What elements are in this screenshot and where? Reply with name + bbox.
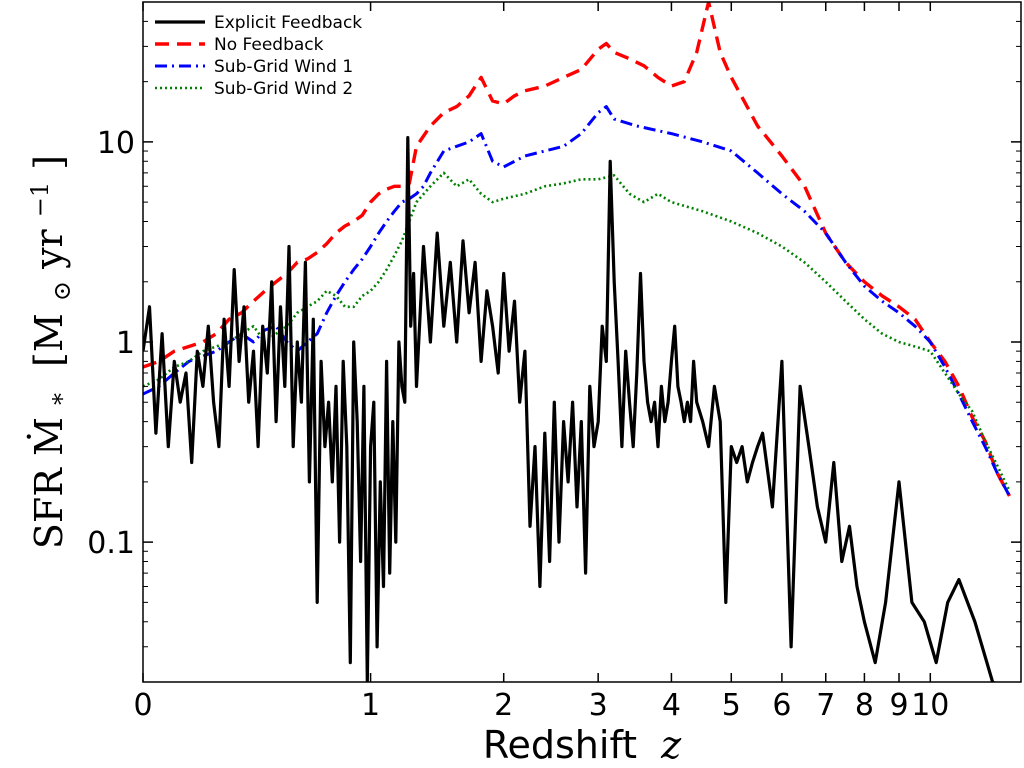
y-axis-title-sub: * xyxy=(48,393,76,405)
x-axis-title-text: Redshift xyxy=(483,723,637,767)
y-axis-title-units: [M xyxy=(27,313,71,367)
x-tick-label: 6 xyxy=(772,688,791,723)
x-axis-title-var: z xyxy=(660,723,682,767)
x-tick-label: 0 xyxy=(133,688,152,723)
x-tick-label: 3 xyxy=(589,688,608,723)
legend-label: Sub-Grid Wind 2 xyxy=(214,79,353,99)
series-layer xyxy=(143,2,1011,682)
x-tick-label: 8 xyxy=(855,688,874,723)
y-axis-title: SFR Ṁ * [M ⊙ yr −1 ] xyxy=(13,155,79,549)
x-tick-label: 5 xyxy=(722,688,741,723)
legend-label: Explicit Feedback xyxy=(214,13,362,33)
legend-label: No Feedback xyxy=(214,35,324,55)
series-line-sub-grid-wind-1 xyxy=(143,105,1011,497)
y-tick-label: 10 xyxy=(97,126,135,161)
x-axis-title: Redshift z xyxy=(483,723,682,767)
y-axis-title-main: SFR Ṁ xyxy=(27,417,71,549)
x-tick-label: 7 xyxy=(816,688,835,723)
y-tick-label: 0.1 xyxy=(87,526,135,561)
y-axis-title-units-tail: yr xyxy=(27,228,71,269)
x-tick-label: 4 xyxy=(662,688,681,723)
y-axis-title-units-sub: ⊙ xyxy=(48,281,76,301)
y-tick-label: 1 xyxy=(116,326,135,361)
y-axis-title-units-sup: −1 xyxy=(26,182,54,217)
x-tick-label: 1 xyxy=(361,688,380,723)
x-tick-label: 2 xyxy=(494,688,513,723)
x-tick-label: 9 xyxy=(889,688,908,723)
x-tick-label: 10 xyxy=(911,688,949,723)
legend-label: Sub-Grid Wind 1 xyxy=(214,57,353,77)
y-axis-title-units-close: ] xyxy=(27,155,71,170)
series-line-explicit-feedback xyxy=(143,136,996,682)
